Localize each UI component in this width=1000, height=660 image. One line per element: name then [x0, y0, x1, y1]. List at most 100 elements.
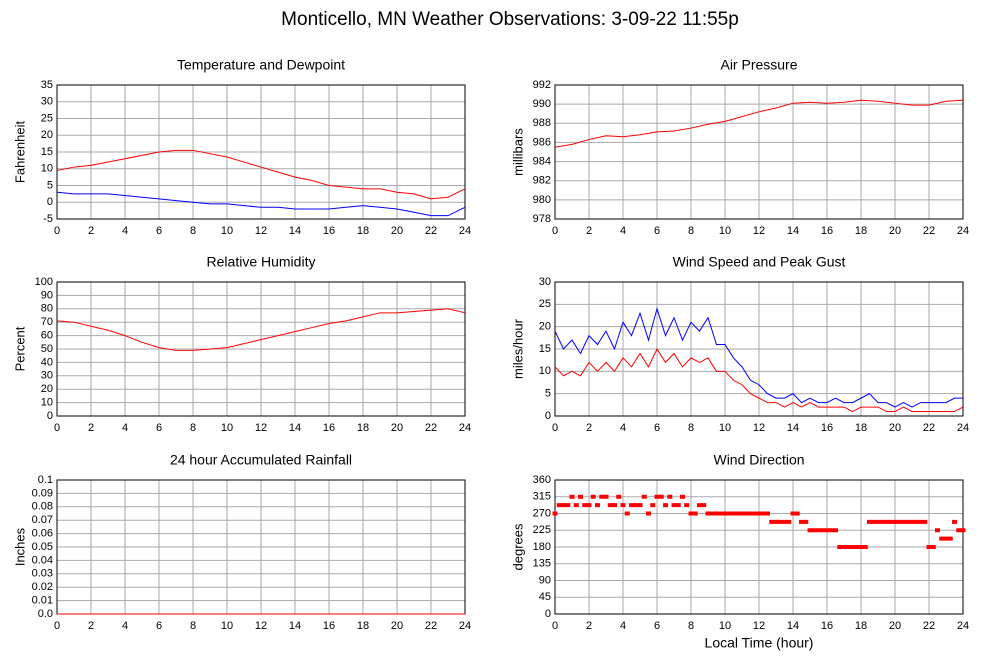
data-point — [701, 503, 707, 508]
data-point — [799, 519, 804, 524]
y-axis-label: Inches — [12, 527, 27, 566]
data-point — [879, 519, 885, 524]
data-line — [56, 191, 466, 217]
x-tick-label: 8 — [190, 620, 196, 632]
data-point — [561, 503, 566, 508]
data-point — [913, 519, 919, 524]
x-tick-label: 8 — [190, 225, 196, 237]
plot-frame — [554, 84, 964, 220]
x-tick-label: 6 — [654, 422, 660, 434]
data-point — [612, 503, 617, 508]
x-tick-label: 16 — [821, 422, 833, 434]
y-axis-label: millibars — [510, 128, 525, 176]
y-axis-label: Fahrenheit — [12, 121, 27, 184]
x-tick-label: 24 — [459, 422, 471, 434]
x-tick-label: 20 — [391, 422, 403, 434]
data-point — [854, 545, 860, 549]
x-tick-label: 12 — [753, 422, 765, 434]
y-tick-label: 15 — [41, 146, 53, 158]
data-point — [705, 511, 711, 516]
x-tick-label: 22 — [425, 225, 437, 237]
x-tick-label: 12 — [753, 225, 765, 237]
x-tick-label: 10 — [719, 422, 731, 434]
data-line — [56, 149, 466, 200]
y-tick-label: 60 — [41, 330, 53, 342]
data-point — [926, 545, 932, 549]
data-point — [777, 519, 783, 524]
x-tick-label: 14 — [289, 225, 301, 237]
x-tick-label: 24 — [459, 225, 471, 237]
y-tick-label: 10 — [41, 397, 53, 409]
x-tick-label: 24 — [459, 620, 471, 632]
y-tick-label: 0.07 — [32, 514, 53, 526]
data-point — [943, 536, 949, 541]
x-tick-label: 24 — [957, 422, 969, 434]
x-tick-label: 18 — [357, 422, 369, 434]
data-point — [867, 519, 872, 524]
y-tick-label: 50 — [41, 343, 53, 355]
data-point — [709, 511, 715, 516]
x-tick-label: 10 — [221, 422, 233, 434]
x-tick-label: 14 — [787, 225, 799, 237]
x-tick-label: 0 — [552, 422, 558, 434]
y-tick-label: 992 — [533, 79, 551, 91]
x-tick-label: 4 — [620, 225, 626, 237]
data-point — [760, 511, 766, 516]
data-point — [845, 545, 851, 549]
x-tick-label: 0 — [54, 422, 60, 434]
data-point — [680, 494, 685, 499]
data-point — [658, 494, 664, 499]
data-point — [637, 503, 643, 508]
data-point — [718, 511, 724, 516]
data-point — [833, 528, 838, 533]
data-line — [56, 308, 466, 351]
data-point — [901, 519, 906, 524]
x-tick-label: 16 — [323, 422, 335, 434]
chart-title: 24 hour Accumulated Rainfall — [170, 452, 352, 468]
data-point — [871, 519, 877, 524]
x-tick-label: 0 — [552, 620, 558, 632]
y-tick-label: 30 — [41, 96, 53, 108]
data-point — [671, 503, 677, 508]
x-tick-label: 2 — [88, 620, 94, 632]
data-point — [692, 511, 698, 516]
y-tick-label: 180 — [533, 541, 551, 553]
data-point — [837, 545, 843, 549]
y-tick-label: 984 — [533, 155, 551, 167]
y-tick-label: 100 — [35, 276, 53, 288]
data-point — [646, 511, 651, 516]
data-point — [939, 536, 945, 541]
data-point — [816, 528, 821, 533]
x-tick-label: 18 — [357, 620, 369, 632]
y-tick-label: 0.02 — [32, 581, 53, 593]
data-point — [650, 503, 656, 508]
y-tick-label: 20 — [41, 383, 53, 395]
x-tick-label: 8 — [688, 225, 694, 237]
data-point — [607, 503, 613, 508]
x-tick-label: 16 — [323, 225, 335, 237]
y-tick-label: 0 — [47, 410, 53, 422]
x-tick-label: 4 — [620, 620, 626, 632]
data-point — [739, 511, 745, 516]
x-tick-label: 0 — [54, 620, 60, 632]
data-point — [909, 519, 915, 524]
data-point — [888, 519, 894, 524]
data-point — [850, 545, 855, 549]
page-title: Monticello, MN Weather Observations: 3-0… — [281, 9, 739, 30]
data-point — [905, 519, 911, 524]
x-tick-label: 8 — [688, 620, 694, 632]
y-tick-label: 90 — [539, 574, 551, 586]
x-tick-label: 4 — [620, 422, 626, 434]
data-point — [952, 519, 957, 524]
y-tick-label: 225 — [533, 524, 551, 536]
data-point — [684, 503, 690, 508]
y-tick-label: 0 — [545, 410, 551, 422]
data-point — [922, 519, 928, 524]
data-point — [565, 503, 571, 508]
data-point — [947, 536, 953, 541]
data-line — [554, 347, 964, 413]
x-tick-label: 20 — [889, 422, 901, 434]
x-tick-label: 24 — [957, 620, 969, 632]
x-tick-label: 2 — [88, 422, 94, 434]
